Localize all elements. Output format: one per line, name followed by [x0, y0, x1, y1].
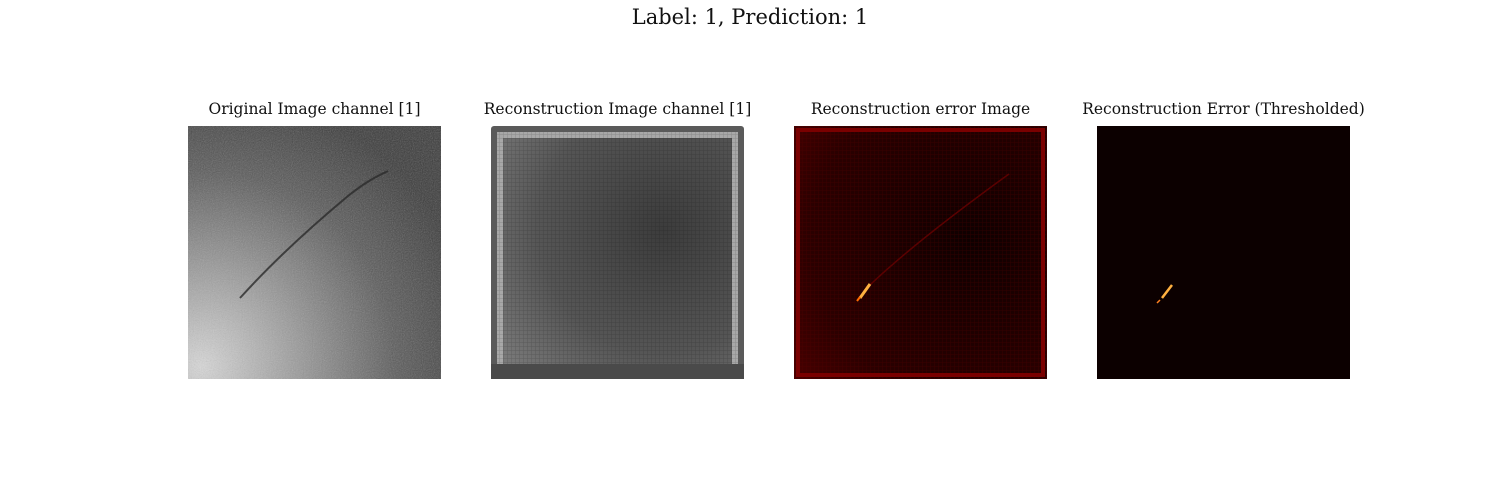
error-image — [794, 126, 1047, 379]
reconstruction-image — [491, 126, 744, 379]
panel-title-thresholded: Reconstruction Error (Thresholded) — [1082, 100, 1365, 118]
panel-title-reconstruction: Reconstruction Image channel [1] — [483, 100, 752, 118]
original-image — [188, 126, 441, 379]
figure-title: Label: 1, Prediction: 1 — [631, 5, 869, 29]
thresholded-image — [1097, 126, 1350, 379]
panel-title-original: Original Image channel [1] — [208, 100, 421, 118]
panel-title-error: Reconstruction error Image — [810, 100, 1031, 118]
